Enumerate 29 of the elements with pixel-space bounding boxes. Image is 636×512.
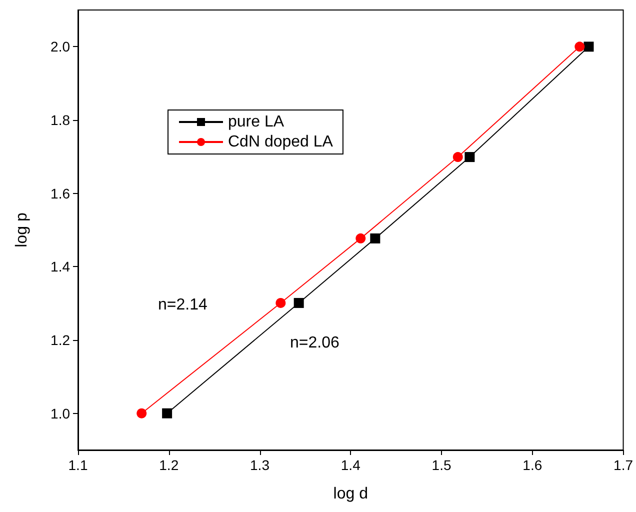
annotation: n=2.06: [290, 334, 340, 352]
point: [276, 298, 286, 308]
x-tick-label: 1.2: [159, 457, 179, 473]
point: [464, 152, 475, 162]
point: [574, 42, 585, 52]
legend-label: pure LA: [228, 114, 284, 130]
point: [162, 408, 172, 418]
y-tick-label: 2.0: [50, 38, 70, 55]
point: [136, 408, 147, 418]
y-tick-label: 1.4: [50, 258, 70, 275]
point: [356, 233, 366, 244]
point: [294, 298, 304, 308]
x-tick-label: 1.6: [522, 457, 542, 473]
point: [370, 233, 380, 244]
x-tick-label: 1.7: [614, 457, 634, 473]
y-tick-label: 1.6: [50, 185, 70, 202]
x-tick-label: 1.3: [250, 457, 270, 473]
x-tick-label: 1.4: [340, 457, 361, 473]
x-tick-label: 1.5: [432, 457, 452, 473]
point: [584, 42, 594, 52]
x-axis-title: log d: [333, 486, 368, 502]
y-tick-label: 1.2: [50, 332, 70, 348]
y-axis-title: log p: [14, 212, 30, 248]
legend-label: CdN doped LA: [228, 134, 334, 150]
y-tick-label: 1.8: [50, 112, 70, 128]
y-tick-label: 1.0: [50, 405, 70, 422]
x-tick-label: 1.1: [68, 457, 88, 473]
point: [452, 152, 463, 162]
annotation: n=2.14: [158, 296, 208, 314]
